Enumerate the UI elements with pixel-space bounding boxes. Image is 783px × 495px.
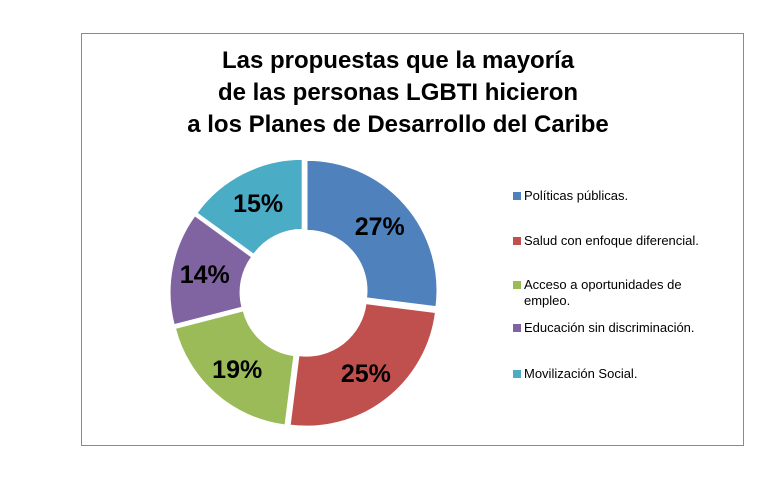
legend-swatch bbox=[513, 192, 521, 200]
chart-title: Las propuestas que la mayoría de las per… bbox=[81, 45, 715, 141]
chart-title-line-1: Las propuestas que la mayoría bbox=[221, 47, 575, 74]
legend-swatch bbox=[513, 237, 521, 245]
donut-slice-3 bbox=[174, 310, 295, 426]
legend-label: Educación sin discriminación. bbox=[524, 320, 695, 335]
donut-slice-5 bbox=[196, 158, 303, 255]
donut-slice-4 bbox=[169, 215, 253, 326]
legend-swatch bbox=[513, 370, 521, 378]
data-label-1: 27% bbox=[355, 213, 405, 241]
legend-label: Salud con enfoque diferencial. bbox=[524, 233, 699, 248]
data-label-4: 14% bbox=[180, 261, 230, 289]
chart-title-line-3: a los Planes de Desarrollo del Caribe bbox=[187, 111, 609, 138]
legend-label: Políticas públicas. bbox=[524, 188, 629, 203]
chart-frame bbox=[81, 33, 744, 446]
legend-swatch bbox=[513, 324, 521, 332]
data-label-2: 25% bbox=[341, 360, 391, 388]
donut-slice-1 bbox=[306, 159, 438, 308]
data-label-5: 15% bbox=[233, 190, 283, 218]
chart-title-line-2: de las personas LGBTI hicieron bbox=[217, 79, 579, 106]
legend-swatch bbox=[513, 281, 521, 289]
legend-label: Acceso a oportunidades de empleo. bbox=[524, 277, 682, 308]
donut-slice-2 bbox=[289, 303, 436, 427]
legend-label: Movilización Social. bbox=[524, 366, 638, 381]
data-label-3: 19% bbox=[212, 356, 262, 384]
